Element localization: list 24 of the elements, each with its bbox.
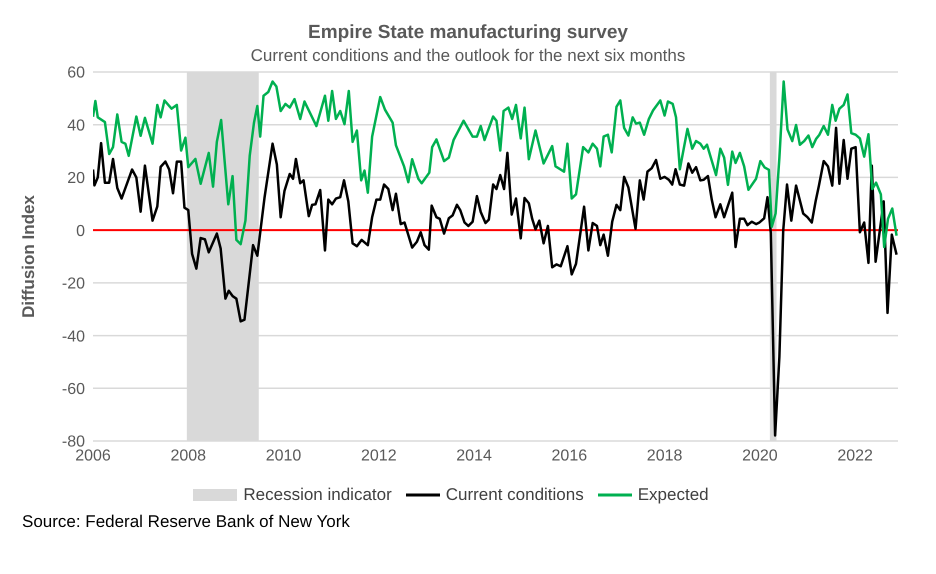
legend-label: Current conditions bbox=[446, 485, 584, 505]
source-note: Source: Federal Reserve Bank of New York bbox=[22, 512, 351, 532]
x-tick-label: 2008 bbox=[170, 447, 206, 464]
y-tick-label: 60 bbox=[67, 64, 86, 82]
y-axis-title: Diffusion Index bbox=[19, 194, 38, 318]
x-tick-label: 2010 bbox=[266, 447, 302, 464]
y-tick-label: 0 bbox=[76, 222, 86, 240]
y-tick-label: 20 bbox=[67, 170, 86, 188]
y-tick-label: -20 bbox=[62, 276, 86, 293]
x-tick-label: 2014 bbox=[456, 447, 492, 464]
x-tick-label: 2012 bbox=[361, 447, 397, 464]
chart-subtitle: Current conditions and the outlook for the next six months bbox=[250, 46, 686, 66]
y-tick-label: 40 bbox=[67, 117, 86, 134]
chart-title: Empire State manufacturing survey bbox=[307, 22, 629, 44]
legend-label: Expected bbox=[638, 485, 709, 505]
x-tick-label: 2016 bbox=[552, 447, 588, 464]
y-tick-label: -40 bbox=[62, 328, 86, 346]
line-series bbox=[93, 80, 898, 248]
x-tick-label: 2022 bbox=[837, 447, 874, 464]
y-tick-label: -60 bbox=[62, 380, 86, 398]
legend-label: Recession indicator bbox=[243, 485, 392, 505]
line-series bbox=[93, 126, 898, 437]
x-tick-label: 2020 bbox=[742, 447, 778, 464]
x-tick-label: 2018 bbox=[646, 447, 682, 464]
